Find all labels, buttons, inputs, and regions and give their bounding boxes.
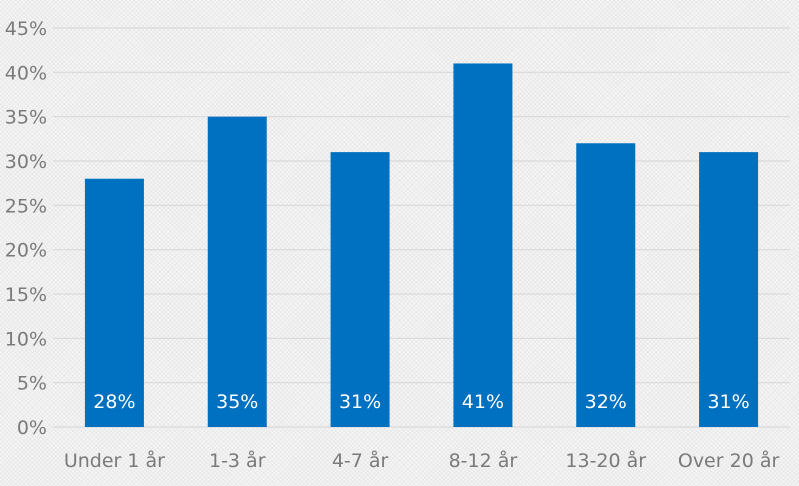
x-axis-category-labels: Under 1 år 1-3 år 4-7 år 8-12 år 13-20 år Ove…: [64, 449, 780, 472]
y-tick-label: 20%: [5, 240, 47, 262]
x-tick-label: 1-3 år: [209, 449, 266, 472]
y-tick-label: 15%: [5, 284, 47, 306]
x-tick-label: 4-7 år: [332, 449, 389, 472]
y-tick-label: 30%: [5, 151, 47, 173]
bars: [84, 63, 759, 428]
y-axis-tick-labels: 0% 5% 10% 15% 20% 25% 30% 35% 40% 45%: [5, 18, 47, 439]
y-tick-label: 40%: [5, 62, 47, 84]
bar: [84, 178, 144, 427]
data-label: 31%: [339, 391, 381, 413]
data-label: 28%: [93, 391, 135, 413]
data-label: 32%: [585, 391, 627, 413]
bar: [576, 143, 636, 427]
x-tick-label: Under 1 år: [64, 449, 165, 472]
y-tick-label: 45%: [5, 18, 47, 40]
y-tick-label: 5%: [17, 373, 47, 395]
y-tick-label: 0%: [17, 417, 47, 439]
bar: [330, 152, 390, 427]
data-labels: 28% 35% 31% 41% 32% 31%: [93, 391, 749, 413]
bar: [207, 116, 267, 428]
bar: [453, 63, 513, 427]
bar: [699, 152, 759, 427]
x-tick-label: 13-20 år: [565, 449, 646, 472]
gridlines: [53, 27, 790, 428]
y-tick-label: 35%: [5, 107, 47, 129]
x-tick-label: Over 20 år: [678, 449, 780, 472]
y-tick-label: 25%: [5, 195, 47, 217]
data-label: 41%: [462, 391, 504, 413]
data-label: 35%: [216, 391, 258, 413]
data-label: 31%: [707, 391, 749, 413]
x-tick-label: 8-12 år: [449, 449, 518, 472]
y-tick-label: 10%: [5, 328, 47, 350]
